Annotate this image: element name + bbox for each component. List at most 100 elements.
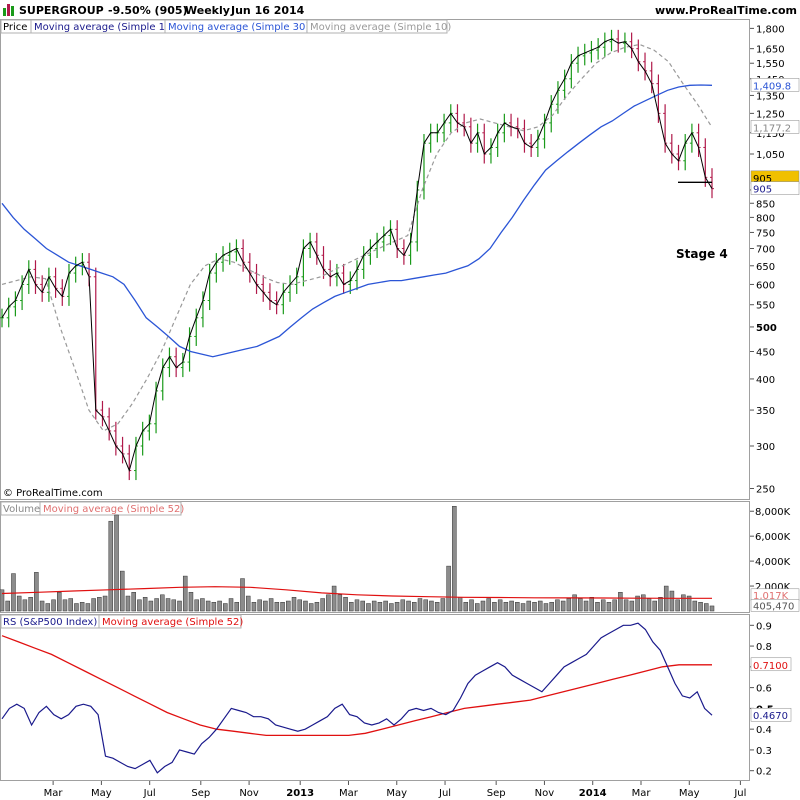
volume-bar [34,572,39,612]
volume-bar [11,573,16,612]
volume-bar [704,603,709,612]
price-tick-label: 700 [756,245,775,256]
volume-bar [389,603,394,612]
volume-bar [366,603,371,612]
close-value-tag-2-box [750,181,800,195]
price-bar [361,246,366,279]
volume-plot [0,505,715,612]
volume-bar [308,603,314,612]
volume-bar [543,603,549,612]
ma1-line [1,38,713,473]
price-bar [174,347,179,378]
price-bar [120,436,125,464]
price-bar [428,123,433,153]
x-tick-label: Sep [487,788,506,799]
volume-bar [205,600,211,612]
x-tick-label: May [386,788,407,799]
x-tick-label: May [679,788,700,799]
price-bar [281,283,286,315]
copyright-label: © ProRealTime.com [3,488,103,499]
volume-bar [595,602,600,612]
volume-bar [566,598,572,612]
volume-bar [114,514,119,612]
volume-bar [251,602,257,612]
price-bar [93,267,98,420]
date-label: Jun 16 2014 [230,4,305,17]
volume-bar [709,605,715,612]
panel-frames [0,19,750,781]
price-tick-label: 1,350 [756,91,785,102]
volume-bar [0,589,5,612]
volume-bar [165,598,171,612]
volume-bar [74,603,79,612]
volume-bar [97,597,102,612]
price-bar [113,421,118,456]
x-tick-label: Mar [44,788,64,799]
price-tick-label: 1,050 [756,150,785,161]
volume-bar [469,599,474,612]
price-tick-label: 750 [756,228,775,239]
price-bar [468,117,473,153]
volume-bar [91,598,96,612]
volume-bar [297,599,302,612]
volume-bar [148,600,154,612]
volume-bar [137,599,142,612]
price-bar [140,421,145,456]
price-tick-label: 850 [756,199,775,210]
volume-bar [480,600,486,612]
volume-bar [583,600,589,612]
volume-bar [68,598,73,612]
volume-bar [537,600,543,612]
volume-bar [520,603,526,612]
volume-bar [589,597,595,612]
volume-bar [223,603,228,612]
price-tick-label: 300 [756,442,775,453]
price-bar [616,29,621,53]
price-bar [576,46,581,73]
price-bar [6,297,11,328]
volume-bar [669,590,675,612]
volume-bar [125,595,131,612]
price-bar [643,52,648,81]
price-tick-label: 400 [756,375,775,386]
price-bar [509,113,514,137]
close-value-tag-2: 905 [753,185,772,196]
volume-bar [343,597,348,612]
ma30-line [1,84,713,358]
price-tick-label: 800 [756,213,775,224]
volume-bar [200,598,205,612]
price-plot [0,29,714,481]
x-tick-label: Nov [535,788,555,799]
price-bar [448,104,453,133]
x-tick-label: Mar [339,788,359,799]
price-bar [408,232,413,265]
price-bar [636,39,641,72]
volume-bar [188,592,194,612]
volume-bar [526,600,532,612]
price-bar [569,54,574,89]
volume-bar [326,594,331,612]
volume-bar [429,600,434,612]
price-bar [596,38,601,60]
site-label: www.ProRealTime.com [655,4,797,17]
rs-tick-label: 0.9 [756,621,772,632]
volume-bar [515,602,520,612]
volume-bar [211,602,217,612]
price-bar [562,69,567,100]
volume-bar [45,603,51,612]
rs-tick-label: 0.4 [756,725,772,736]
price-bar [100,400,105,427]
volume-bar [434,602,440,612]
volume-bar [412,602,417,612]
volume-bar [274,602,280,612]
legend-ma1: Moving average (Simple 1) [34,22,169,33]
volume-bar [371,600,377,612]
ma30-value-tag: 1,409.8 [753,81,791,92]
ma10-value-tag: 1,177.2 [753,123,791,134]
volume-bar [79,602,85,612]
volume-bar [463,602,469,612]
price-bar [214,253,219,283]
x-tick-label: 2013 [286,788,314,799]
price-bar [107,407,112,441]
x-tick-label: Jul [143,788,156,799]
